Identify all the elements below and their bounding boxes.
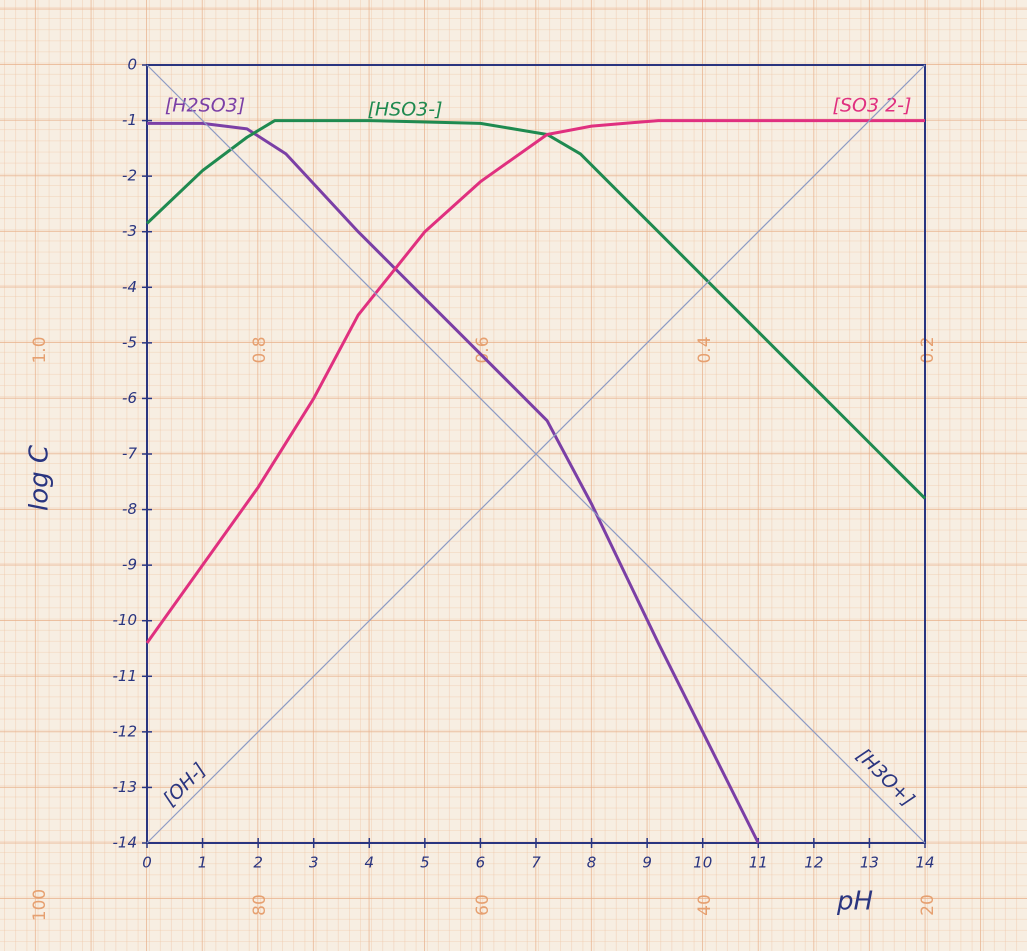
x-tick-label: 5 xyxy=(420,854,430,872)
x-tick-label: 6 xyxy=(476,854,486,872)
y-tick-label: -14 xyxy=(113,834,138,852)
y-tick-label: -9 xyxy=(122,556,137,574)
y-axis-label: log C xyxy=(25,444,55,511)
y-tick-label: -6 xyxy=(122,389,137,407)
paper-scale-label: 1.0 xyxy=(30,336,50,363)
series-label: [H2SO3] xyxy=(165,95,245,117)
paper-scale-label: 0.2 xyxy=(918,336,938,363)
x-tick-label: 4 xyxy=(365,854,375,872)
paper-scale-label: 40 xyxy=(695,894,715,916)
x-tick-label: 1 xyxy=(198,854,208,872)
y-tick-label: -4 xyxy=(122,278,137,296)
y-tick-label: -11 xyxy=(113,667,138,685)
paper-scale-label: 60 xyxy=(473,894,493,916)
y-tick-label: -8 xyxy=(122,500,137,518)
y-tick-label: -5 xyxy=(122,333,137,351)
y-tick-label: -10 xyxy=(113,611,138,629)
y-tick-label: -12 xyxy=(113,722,138,740)
paper-scale-label: 80 xyxy=(250,894,270,916)
x-tick-label: 12 xyxy=(804,854,823,872)
y-tick-label: -3 xyxy=(122,222,137,240)
x-tick-label: 8 xyxy=(587,854,597,872)
y-tick-label: -7 xyxy=(122,445,137,463)
graph-paper xyxy=(0,0,1027,951)
x-tick-label: 14 xyxy=(915,854,934,872)
y-tick-label: -2 xyxy=(122,167,137,185)
y-tick-label: -13 xyxy=(113,778,138,796)
x-axis-label: pH xyxy=(836,887,873,917)
paper-scale-label: 100 xyxy=(30,889,50,921)
x-tick-label: 10 xyxy=(693,854,712,872)
chart: log C pH 1.00.80.60.40.21008060402001234… xyxy=(0,0,1027,951)
x-tick-label: 2 xyxy=(253,854,263,872)
paper-scale-label: 0.8 xyxy=(250,336,270,363)
x-tick-label: 9 xyxy=(642,854,652,872)
x-tick-label: 0 xyxy=(142,854,152,872)
paper-scale-label: 20 xyxy=(918,894,938,916)
series-label: [SO3 2-] xyxy=(833,95,912,117)
x-tick-label: 13 xyxy=(860,854,879,872)
paper-scale-label: 0.4 xyxy=(695,336,715,363)
x-tick-label: 3 xyxy=(309,854,319,872)
x-tick-label: 11 xyxy=(749,854,768,872)
y-tick-label: -1 xyxy=(122,111,137,129)
x-tick-label: 7 xyxy=(531,854,541,872)
series-label: [HSO3-] xyxy=(367,99,442,121)
y-tick-label: 0 xyxy=(127,56,137,74)
